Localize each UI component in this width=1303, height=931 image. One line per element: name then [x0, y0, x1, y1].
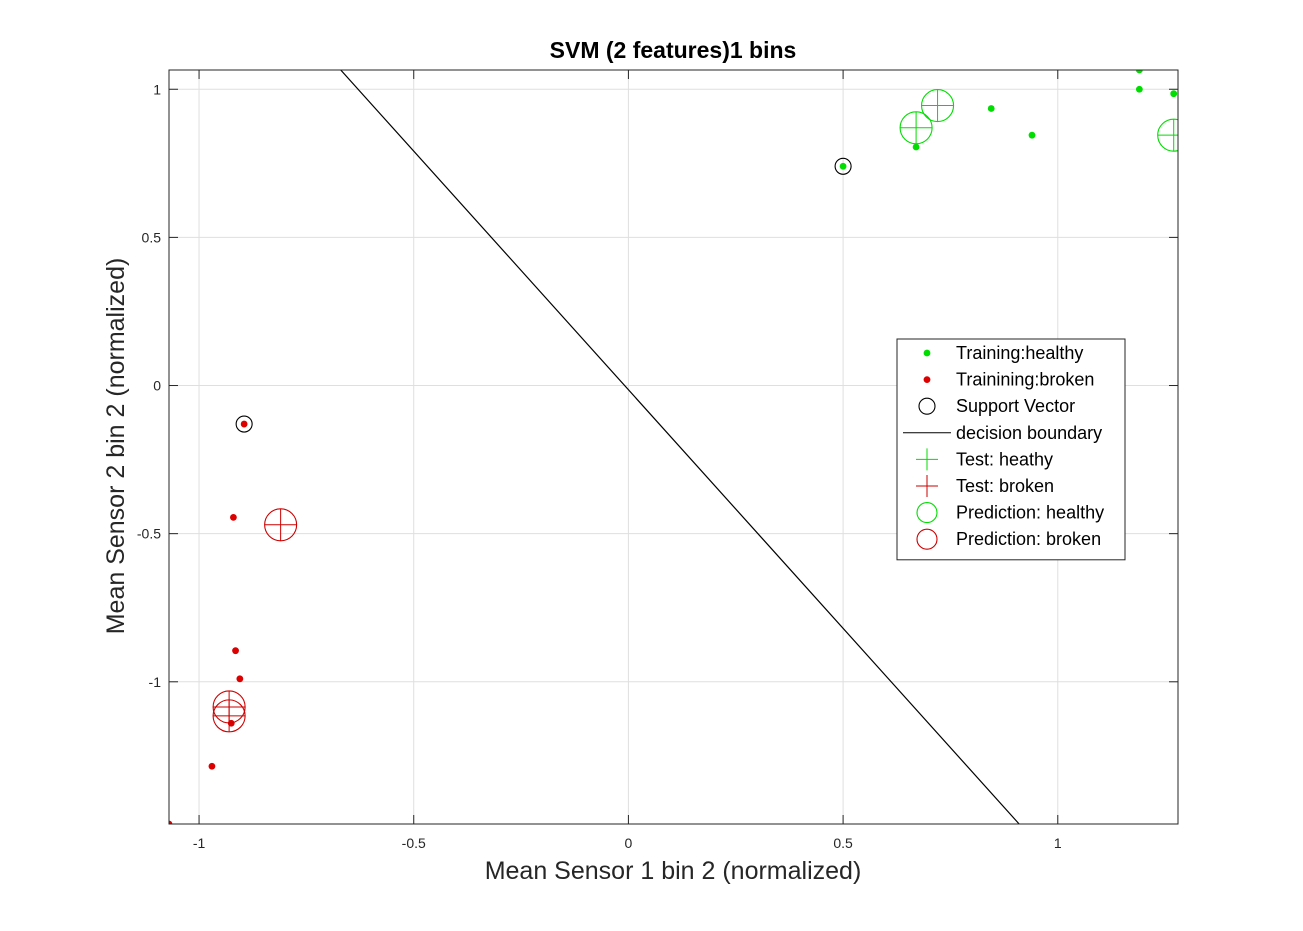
legend: Training:healthy Trainining:broken Support… — [896, 338, 1126, 561]
legend-label: Prediction: healthy — [956, 503, 1104, 523]
x-tick-label: 1 — [1054, 835, 1062, 851]
series-1-point — [236, 675, 244, 683]
legend-label: Test: heathy — [956, 449, 1053, 469]
legend-swatch — [916, 448, 938, 471]
series-2-point — [235, 415, 253, 433]
series-0-point — [1135, 85, 1143, 93]
legend-swatch — [916, 475, 938, 497]
legend-swatch — [918, 397, 936, 415]
y-tick-label: -0.5 — [137, 526, 161, 542]
series-1-point — [240, 420, 248, 428]
x-tick-label: -0.5 — [402, 835, 426, 851]
series-1-point — [232, 647, 239, 655]
series-5-point — [264, 508, 297, 541]
series-7-point — [212, 690, 246, 724]
series-0-point — [912, 143, 920, 151]
series-1-point — [169, 820, 173, 824]
legend-label: Prediction: broken — [956, 529, 1101, 549]
x-axis-label: Mean Sensor 1 bin 2 (normalized) — [485, 857, 862, 885]
series-4-point — [921, 89, 954, 122]
series-2-point — [834, 157, 852, 175]
legend-label: Trainining:broken — [956, 370, 1094, 390]
series-4-point — [900, 111, 933, 144]
series-6-point — [899, 111, 933, 145]
y-tick-label: 1 — [153, 81, 161, 97]
legend-swatch — [923, 376, 931, 383]
series-0-point — [1135, 70, 1143, 74]
series-0-point — [987, 105, 995, 112]
series-0-point — [1028, 131, 1036, 139]
x-tick-label: 0.5 — [833, 835, 853, 851]
series-1-point — [230, 513, 237, 521]
series-0-point — [1170, 90, 1178, 98]
legend-label: decision boundary — [956, 423, 1102, 443]
x-tick-label: 0 — [625, 835, 633, 851]
y-tick-label: 0 — [153, 378, 161, 394]
legend-box — [896, 338, 1126, 561]
series-5-point — [213, 699, 246, 732]
decision-boundary-line — [340, 70, 1020, 824]
series-6-point — [921, 89, 955, 123]
series-7-point — [264, 508, 298, 542]
x-tick-label: -1 — [193, 835, 206, 851]
y-axis-label: Mean Sensor 2 bin 2 (normalized) — [102, 258, 130, 635]
series-7-point — [212, 699, 246, 733]
chart-title: SVM (2 features)1 bins — [550, 37, 797, 63]
legend-swatch — [923, 349, 931, 357]
series-6-point — [1157, 118, 1178, 152]
y-tick-label: -1 — [149, 674, 162, 690]
legend-label: Test: broken — [956, 476, 1054, 496]
legend-swatch — [916, 528, 938, 550]
legend-label: Support Vector — [956, 396, 1075, 416]
plot-frame — [168, 69, 1179, 825]
legend-swatch — [916, 502, 938, 524]
legend-label: Training:healthy — [956, 343, 1083, 363]
series-0-point — [839, 162, 847, 170]
y-tick-label: 0.5 — [142, 229, 162, 245]
series-1-point — [208, 762, 216, 770]
series-4-point — [1157, 119, 1178, 152]
